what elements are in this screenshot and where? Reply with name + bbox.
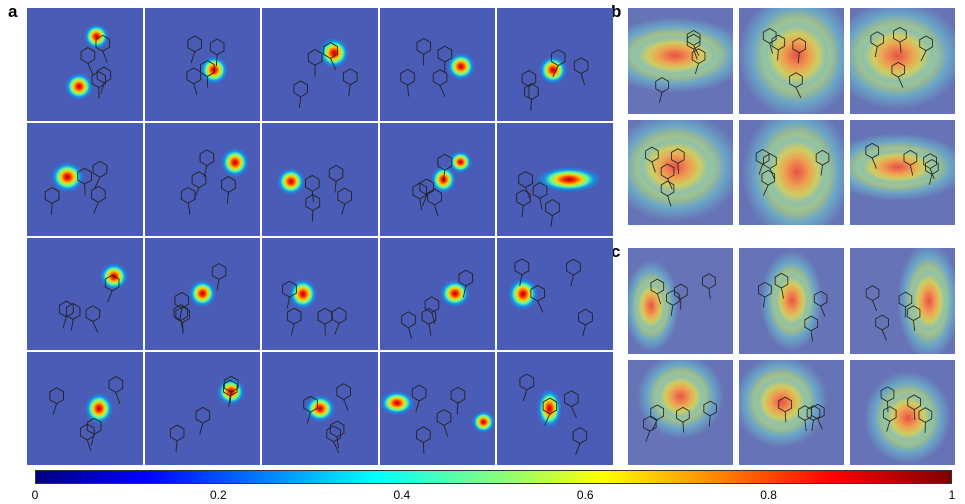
attention-hotspot bbox=[749, 372, 813, 431]
heatmap-tile bbox=[379, 237, 496, 351]
heatmap-tile bbox=[262, 237, 378, 351]
colorbar-tick-label: 0.4 bbox=[393, 488, 411, 502]
molecule-structure bbox=[400, 37, 452, 97]
heatmap-tile bbox=[628, 119, 733, 225]
molecule-structure bbox=[59, 274, 120, 333]
heatmap-tile bbox=[628, 248, 733, 354]
molecule-structure bbox=[519, 373, 588, 456]
molecule-structure bbox=[293, 42, 358, 109]
molecule-structure bbox=[880, 385, 933, 433]
heatmap-tile bbox=[739, 119, 844, 225]
colorbar-tick-label: 0.6 bbox=[576, 488, 594, 502]
heatmap-tile bbox=[27, 122, 143, 236]
molecule-structure bbox=[655, 30, 706, 103]
molecule-structure bbox=[169, 375, 239, 453]
colorbar-tick-label: 0.2 bbox=[210, 488, 227, 502]
attention-hotspot bbox=[907, 263, 950, 338]
molecule-structure bbox=[80, 34, 112, 99]
colorbar-tick-label: 0 bbox=[31, 488, 39, 502]
heatmap-tile bbox=[850, 119, 955, 225]
attention-hotspot bbox=[65, 73, 93, 101]
heatmap-tile bbox=[27, 8, 143, 121]
attention-hotspot bbox=[188, 280, 217, 308]
molecule-structure bbox=[516, 170, 561, 227]
attention-hotspot bbox=[852, 21, 942, 90]
colorbar bbox=[35, 470, 952, 484]
molecule-structure bbox=[49, 376, 124, 452]
heatmap-tile bbox=[379, 352, 496, 465]
heatmap-tile bbox=[144, 237, 261, 351]
attention-hotspot bbox=[770, 269, 813, 333]
molecule-structure bbox=[303, 383, 352, 454]
molecule-structure bbox=[650, 273, 716, 316]
molecule-structure bbox=[865, 285, 921, 341]
molecule-structure bbox=[870, 26, 933, 88]
molecule-structure bbox=[762, 28, 806, 99]
molecule-structure bbox=[180, 149, 236, 215]
molecule-structure bbox=[522, 49, 589, 111]
attention-hotspot bbox=[220, 147, 249, 177]
attention-hotspot bbox=[628, 31, 726, 80]
attention-hotspot bbox=[539, 56, 567, 84]
molecule-structure bbox=[514, 257, 594, 336]
heatmap-tile bbox=[850, 359, 955, 465]
panel-b-heatmap-grid bbox=[628, 8, 955, 225]
heatmap-tile bbox=[262, 122, 378, 236]
heatmap-tile bbox=[262, 352, 378, 465]
molecule-structure bbox=[173, 262, 226, 334]
molecule-structure bbox=[401, 269, 473, 339]
panel-b-label: b bbox=[611, 2, 622, 21]
panel-c-heatmap-grid bbox=[628, 248, 955, 465]
molecule-structure bbox=[412, 153, 452, 217]
attention-hotspot bbox=[84, 392, 113, 425]
heatmap-tile bbox=[144, 122, 261, 236]
heatmap-tile bbox=[144, 8, 261, 121]
molecule-structure bbox=[865, 142, 939, 185]
attention-hotspot bbox=[537, 166, 601, 192]
molecule-structure bbox=[282, 280, 347, 335]
attention-hotspot bbox=[630, 132, 720, 202]
molecule-structure bbox=[411, 384, 466, 455]
attention-hotspot bbox=[449, 150, 473, 174]
heatmap-tile bbox=[379, 122, 496, 236]
heatmap-tile bbox=[497, 237, 613, 351]
heatmap-tile bbox=[739, 359, 844, 465]
molecule-structure bbox=[758, 272, 828, 342]
attention-hotspot bbox=[536, 389, 563, 428]
heatmap-tile bbox=[850, 248, 955, 354]
molecule-structure bbox=[645, 146, 685, 206]
heatmap-tile bbox=[739, 248, 844, 354]
panel-a-heatmap-grid bbox=[27, 8, 613, 465]
molecule-structure bbox=[643, 400, 717, 442]
attention-hotspot bbox=[472, 410, 496, 434]
heatmap-tile bbox=[628, 359, 733, 465]
molecule-structure bbox=[305, 164, 353, 222]
heatmap-tile bbox=[27, 352, 143, 465]
molecule-structure bbox=[44, 160, 108, 215]
molecule-structure bbox=[186, 35, 225, 96]
heatmap-tile bbox=[739, 8, 844, 114]
attention-hotspot bbox=[651, 370, 710, 423]
attention-hotspot bbox=[288, 279, 317, 309]
colorbar-tick-label: 1 bbox=[948, 488, 956, 502]
colorbar-tick-label: 0.8 bbox=[760, 488, 777, 502]
heatmap-tile bbox=[262, 8, 378, 121]
attention-hotspot bbox=[507, 278, 538, 310]
heatmap-tile bbox=[497, 352, 613, 465]
heatmap-tile bbox=[628, 8, 733, 114]
panel-c-label: c bbox=[611, 242, 621, 261]
heatmap-tile bbox=[497, 122, 613, 236]
panel-a-label: a bbox=[8, 2, 18, 21]
heatmap-tile bbox=[27, 237, 143, 351]
attention-hotspot bbox=[379, 390, 415, 416]
heatmap-tile bbox=[379, 8, 496, 121]
attention-hotspot bbox=[99, 263, 128, 291]
molecule-structure bbox=[755, 148, 830, 196]
attention-hotspot bbox=[277, 167, 305, 195]
molecule-structure bbox=[778, 396, 825, 431]
heatmap-tile bbox=[144, 352, 261, 465]
heatmap-tile bbox=[497, 8, 613, 121]
heatmap-tile bbox=[850, 8, 955, 114]
attention-hotspot bbox=[304, 395, 335, 423]
